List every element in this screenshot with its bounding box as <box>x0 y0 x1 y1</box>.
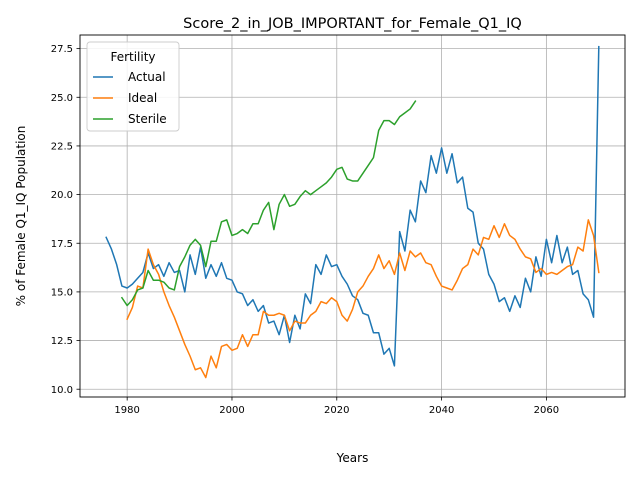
y-tick-label: 15.0 <box>51 288 73 299</box>
legend-label-actual: Actual <box>128 70 166 84</box>
plot-frame <box>79 34 626 398</box>
grid <box>80 35 625 397</box>
y-tick-label: 25.0 <box>51 93 73 104</box>
y-tick-label: 10.0 <box>51 385 73 396</box>
legend-label-sterile: Sterile <box>128 112 167 126</box>
x-axis-label: Years <box>336 451 369 465</box>
x-tick-label: 2040 <box>429 405 454 416</box>
y-tick-label: 20.0 <box>51 190 73 201</box>
y-tick-label: 22.5 <box>51 142 73 153</box>
y-tick-label: 12.5 <box>51 336 73 347</box>
legend-title: Fertility <box>110 50 155 64</box>
y-tick-label: 17.5 <box>51 239 73 250</box>
x-tick-label: 2020 <box>324 405 349 416</box>
x-tick-label: 2000 <box>219 405 244 416</box>
y-axis-label: % of Female Q1_IQ Population <box>14 126 28 307</box>
x-tick-label: 2060 <box>534 405 559 416</box>
x-tick-label: 1980 <box>114 405 139 416</box>
legend-items: Actual Ideal Sterile <box>93 70 167 126</box>
axis-ticks: 1980 2000 2020 2040 2060 10.0 12.5 15.0 17.5 20.0… <box>51 44 559 416</box>
legend-box <box>86 41 180 132</box>
chart-title: Score_2_in_JOB_IMPORTANT_for_Female_Q1_I… <box>183 16 522 32</box>
y-tick-label: 27.5 <box>51 44 73 55</box>
series-layer <box>105 45 600 379</box>
series-line-actual <box>105 45 600 367</box>
legend-label-ideal: Ideal <box>128 91 157 105</box>
series-line-sterile <box>120 100 417 307</box>
series-line-ideal <box>126 219 600 379</box>
legend: Fertility Actual Ideal Sterile <box>86 41 180 132</box>
